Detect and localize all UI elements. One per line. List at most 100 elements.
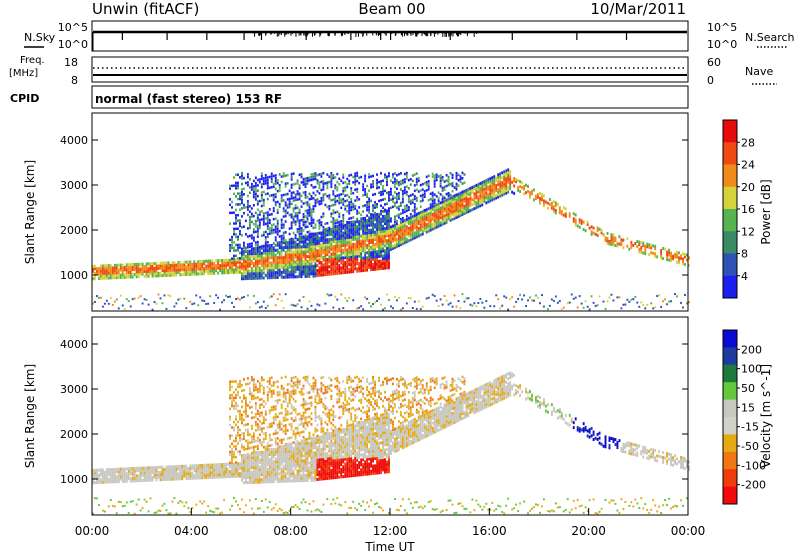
heat-cell xyxy=(123,273,126,277)
heat-cell xyxy=(346,236,349,240)
heat-cell xyxy=(268,501,271,504)
heat-cell xyxy=(252,432,255,435)
heat-cell xyxy=(183,297,186,300)
heat-cell xyxy=(244,399,247,402)
heat-cell xyxy=(439,179,442,183)
heat-cell xyxy=(326,272,329,276)
heat-cell xyxy=(419,233,422,237)
heat-cell xyxy=(229,295,231,298)
heat-cell xyxy=(324,233,327,237)
heat-cell xyxy=(163,478,166,482)
heat-cell xyxy=(254,274,257,278)
heat-cell xyxy=(439,213,442,217)
heat-cell xyxy=(537,195,539,199)
heat-cell xyxy=(334,249,337,253)
heat-cell xyxy=(246,272,249,276)
heat-cell xyxy=(292,243,295,247)
heat-cell xyxy=(242,277,245,281)
heat-cell xyxy=(374,260,377,264)
nsky-point xyxy=(254,32,256,37)
heat-cell xyxy=(316,303,319,306)
heat-cell xyxy=(270,194,273,197)
heat-cell xyxy=(372,265,375,269)
heat-cell xyxy=(272,477,275,481)
heat-cell xyxy=(242,176,245,180)
heat-cell xyxy=(372,238,375,242)
heat-cell xyxy=(235,187,237,190)
heat-cell xyxy=(600,228,603,232)
heat-cell xyxy=(405,225,408,229)
heat-cell xyxy=(525,183,527,187)
heat-cell xyxy=(384,197,386,201)
heat-cell xyxy=(370,305,373,308)
heat-cell xyxy=(92,476,94,480)
heat-cell xyxy=(368,241,371,245)
heat-cell xyxy=(439,298,442,301)
nsky-point xyxy=(311,32,313,37)
heat-cell xyxy=(252,480,255,484)
heat-cell xyxy=(300,260,303,264)
heat-cell xyxy=(346,265,349,269)
heat-cell xyxy=(465,208,468,212)
heat-cell xyxy=(405,206,408,210)
heat-cell xyxy=(233,497,235,500)
heat-cell xyxy=(447,197,450,201)
heat-cell xyxy=(292,191,295,194)
heat-cell xyxy=(342,173,345,177)
heat-cell xyxy=(362,246,365,250)
heat-cell xyxy=(405,232,408,236)
heat-cell xyxy=(489,196,492,200)
heat-cell xyxy=(235,195,237,198)
heat-cell xyxy=(358,222,361,226)
heat-cell xyxy=(620,238,623,242)
heat-cell xyxy=(292,255,295,259)
heat-cell xyxy=(356,209,359,213)
heat-cell xyxy=(254,478,257,482)
heat-cell xyxy=(310,221,313,225)
freq-panel: Freq. [MHz] 18 8 60 0 Nave xyxy=(9,55,777,87)
heat-cell xyxy=(316,179,319,182)
heat-cell xyxy=(274,225,277,228)
heat-cell xyxy=(254,385,257,389)
heat-cell xyxy=(256,230,259,233)
heat-cell xyxy=(169,266,172,270)
heat-cell xyxy=(235,216,237,220)
heat-cell xyxy=(449,201,452,205)
heat-cell xyxy=(435,205,438,209)
heat-cell xyxy=(298,230,301,233)
heat-cell xyxy=(435,299,438,302)
heat-cell xyxy=(338,201,341,205)
heat-cell xyxy=(554,201,557,205)
heat-cell xyxy=(517,178,520,182)
heat-cell xyxy=(278,189,281,192)
heat-cell xyxy=(286,263,289,267)
heat-cell xyxy=(272,273,275,277)
heat-cell xyxy=(481,190,484,194)
heat-cell xyxy=(451,217,454,221)
nsky-dip xyxy=(305,32,307,40)
heat-cell xyxy=(268,462,271,466)
heat-cell xyxy=(143,476,146,480)
heat-cell xyxy=(386,249,388,253)
heat-cell xyxy=(411,219,414,223)
heat-cell xyxy=(270,256,273,260)
heat-cell xyxy=(290,237,293,241)
heat-cell xyxy=(258,411,261,415)
heat-cell xyxy=(268,467,271,471)
heat-cell xyxy=(650,302,653,305)
heat-cell xyxy=(346,228,349,232)
heat-cell xyxy=(231,404,233,408)
heat-cell xyxy=(358,254,361,258)
heat-cell xyxy=(441,210,444,214)
heat-cell xyxy=(391,232,394,236)
heat-cell xyxy=(290,263,293,267)
heat-cell xyxy=(258,398,261,401)
heat-cell xyxy=(368,251,371,255)
heat-cell xyxy=(479,181,482,185)
heat-cell xyxy=(274,460,277,464)
heat-cell xyxy=(155,271,158,275)
heat-cell xyxy=(173,475,176,479)
heat-cell xyxy=(425,223,428,227)
heat-cell xyxy=(322,185,325,188)
heat-cell xyxy=(270,408,273,412)
